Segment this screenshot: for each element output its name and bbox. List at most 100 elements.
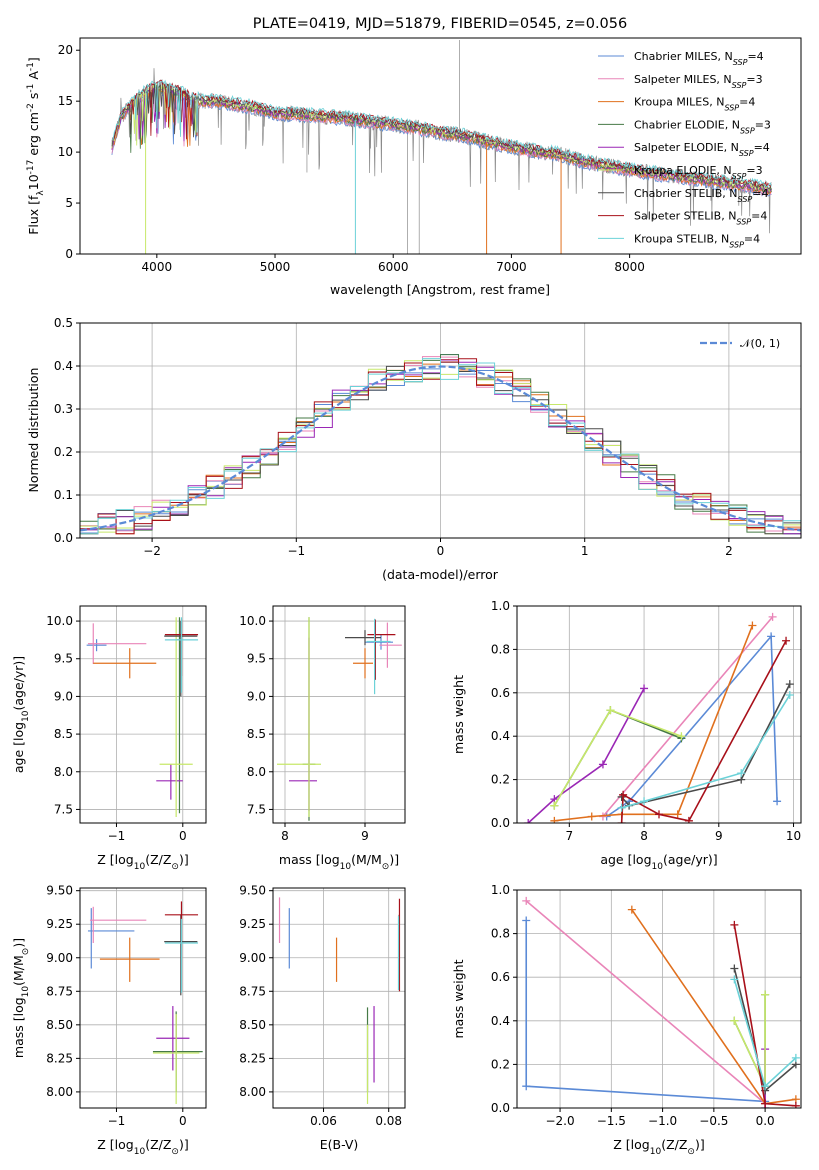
mass-age-panel: 8 9 7.5 8.0 8.5 9.0 9.5 10.0 mass [log10(M/M⊙)] bbox=[239, 605, 406, 872]
residual-histogram bbox=[80, 358, 801, 535]
y-tick-label: 0.4 bbox=[491, 729, 510, 743]
y-tick-label: 9.00 bbox=[239, 951, 266, 965]
x-tick-label: 0.08 bbox=[375, 1114, 402, 1128]
y-tick-label: 8.00 bbox=[46, 1085, 73, 1099]
legend-text: Kroupa ELODIE, N bbox=[634, 164, 732, 177]
label-part: ⊙ bbox=[171, 862, 179, 872]
axes-frame bbox=[79, 605, 207, 824]
legend-text: Salpeter MILES, N bbox=[634, 73, 732, 86]
weight-marker bbox=[627, 905, 636, 914]
legend-entry: Chabrier ELODIE, NSSP=3 bbox=[634, 118, 771, 135]
x-axis-label: Z [log10(Z/Z⊙)] bbox=[97, 1137, 188, 1157]
legend-subscript: SSP bbox=[733, 58, 748, 67]
x-tick-label: 7 bbox=[565, 829, 573, 843]
y-tick-label: 8.5 bbox=[247, 727, 266, 741]
y-tick-label: 9.25 bbox=[46, 917, 73, 931]
weight-marker bbox=[748, 621, 757, 630]
legend-entry: 𝒩(0, 1) bbox=[740, 337, 780, 350]
y-tick-label: 8.0 bbox=[54, 765, 73, 779]
weight-marker bbox=[619, 790, 628, 799]
y-tick-label: 9.5 bbox=[247, 652, 266, 666]
y-tick-label: 0.6 bbox=[491, 970, 510, 984]
weight-line bbox=[621, 683, 791, 807]
legend-entry: Kroupa ELODIE, NSSP=3 bbox=[634, 164, 763, 181]
x-axis-label: age [log10(age/yr)] bbox=[600, 852, 717, 872]
y-tick-label: 0.4 bbox=[491, 1014, 510, 1028]
weight-marker bbox=[598, 760, 607, 769]
label-part: (M/M bbox=[11, 955, 26, 986]
weight-marker bbox=[587, 812, 596, 821]
label-part: 10 bbox=[650, 1147, 662, 1157]
x-tick-label: 8000 bbox=[614, 260, 645, 274]
label-part: A bbox=[26, 71, 41, 84]
y-axis-label: mass weight bbox=[451, 675, 466, 754]
label-part: ⊙ bbox=[687, 1147, 695, 1157]
weight-marker bbox=[617, 819, 626, 823]
label-part: -1 bbox=[26, 84, 36, 93]
x-tick-label: 0.06 bbox=[310, 1114, 337, 1128]
model-spectrum bbox=[111, 88, 772, 197]
y-tick-label: 0.2 bbox=[491, 773, 510, 787]
metallicity-mass-panel: −1 08.008.258.508.759.009.259.50Z [log10(… bbox=[11, 884, 207, 1157]
legend-subscript: SSP bbox=[736, 217, 751, 226]
weight-marker bbox=[767, 632, 776, 641]
label-part: Z [log bbox=[97, 1137, 133, 1152]
y-tick-label: 8.50 bbox=[239, 1018, 266, 1032]
axes-frame bbox=[79, 887, 207, 1109]
y-tick-label: 0.0 bbox=[491, 816, 510, 830]
label-part: erg cm bbox=[26, 112, 41, 160]
axes-frame bbox=[272, 887, 406, 1109]
y-tick-label: 9.0 bbox=[54, 689, 73, 703]
y-tick-label: 8.25 bbox=[239, 1051, 266, 1065]
x-tick-label: 4000 bbox=[142, 260, 173, 274]
y-tick-label: 1.0 bbox=[491, 883, 510, 897]
x-axis-label: mass [log10(M/M⊙)] bbox=[279, 852, 399, 872]
weight-marker bbox=[761, 1099, 770, 1108]
y-tick-label: 7.5 bbox=[247, 802, 266, 816]
weight-line bbox=[527, 688, 645, 823]
label-part: ⊙ bbox=[171, 1147, 179, 1157]
plot-area bbox=[111, 40, 772, 254]
x-tick-label: 5000 bbox=[260, 260, 291, 274]
weight-marker bbox=[684, 816, 693, 823]
y-tick-label: 20 bbox=[58, 43, 73, 57]
x-tick-label: 8 bbox=[281, 829, 289, 843]
y-tick-label: 9.00 bbox=[46, 951, 73, 965]
label-part: )] bbox=[695, 1137, 705, 1152]
plot-area bbox=[522, 896, 800, 1108]
weight-marker bbox=[730, 1016, 739, 1025]
legend-entry: Kroupa STELIB, NSSP=4 bbox=[634, 232, 760, 249]
y-tick-label: 8.25 bbox=[46, 1051, 73, 1065]
x-tick-label: −0.5 bbox=[699, 1114, 728, 1128]
weight-marker bbox=[761, 990, 770, 999]
x-tick-label: −2.0 bbox=[545, 1114, 574, 1128]
label-part: )] bbox=[179, 1137, 189, 1152]
y-tick-label: 9.5 bbox=[54, 652, 73, 666]
legend-text: Chabrier MILES, N bbox=[634, 50, 733, 63]
weight-line bbox=[553, 709, 682, 807]
legend-entry: Chabrier STELIB, NSSP=4 bbox=[634, 187, 768, 204]
weight-line bbox=[606, 634, 778, 818]
weight-line bbox=[525, 900, 766, 1105]
legend-subscript: SSP bbox=[732, 172, 747, 181]
y-tick-label: 0.8 bbox=[491, 642, 510, 656]
x-tick-label: −2 bbox=[143, 544, 161, 558]
legend-text: =3 bbox=[746, 164, 762, 177]
x-axis-label: Z [log10(Z/Z⊙)] bbox=[97, 852, 188, 872]
x-tick-label: 1 bbox=[581, 544, 589, 558]
legend-text: =3 bbox=[755, 118, 771, 131]
plot-area bbox=[80, 353, 801, 535]
x-tick-label: 9 bbox=[715, 829, 723, 843]
axes-frame bbox=[516, 889, 802, 1109]
label-part: s bbox=[26, 93, 41, 104]
x-tick-label: 9 bbox=[361, 829, 369, 843]
y-tick-label: 8.00 bbox=[239, 1085, 266, 1099]
metallicity-age-panel: −1 07.58.08.59.09.510.0Z [log10(Z/Z⊙)]age… bbox=[11, 605, 207, 872]
legend-text: =3 bbox=[746, 73, 762, 86]
label-part: (Z/Z bbox=[145, 852, 171, 867]
legend-text: Kroupa MILES, N bbox=[634, 96, 724, 109]
y-tick-label: 5 bbox=[65, 196, 73, 210]
x-tick-label: 7000 bbox=[496, 260, 527, 274]
weight-marker bbox=[782, 636, 791, 645]
weight-line bbox=[621, 694, 791, 809]
